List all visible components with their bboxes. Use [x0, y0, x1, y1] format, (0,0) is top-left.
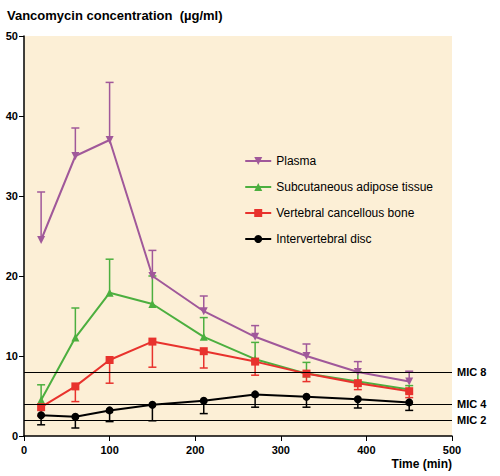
- svg-text:Vancomycin concentration (µg/: Vancomycin concentration (µg/ml): [7, 8, 223, 23]
- svg-text:Plasma: Plasma: [276, 154, 316, 168]
- svg-text:100: 100: [100, 444, 118, 456]
- svg-text:Intervertebral disc: Intervertebral disc: [276, 232, 371, 246]
- svg-text:500: 500: [443, 444, 461, 456]
- svg-text:40: 40: [6, 110, 18, 122]
- svg-text:300: 300: [272, 444, 290, 456]
- svg-text:Vertebral cancellous bone: Vertebral cancellous bone: [276, 206, 414, 220]
- svg-text:50: 50: [6, 30, 18, 42]
- svg-text:MIC 4: MIC 4: [457, 398, 487, 410]
- svg-text:0: 0: [21, 444, 27, 456]
- svg-text:Time (min): Time (min): [392, 457, 452, 471]
- svg-text:200: 200: [186, 444, 204, 456]
- svg-text:MIC 8: MIC 8: [457, 366, 486, 378]
- svg-text:10: 10: [6, 350, 18, 362]
- svg-text:MIC 2: MIC 2: [457, 414, 486, 426]
- svg-text:0: 0: [12, 430, 18, 442]
- svg-text:Subcutaneous adipose tissue: Subcutaneous adipose tissue: [276, 180, 433, 194]
- svg-text:20: 20: [6, 270, 18, 282]
- svg-text:30: 30: [6, 190, 18, 202]
- svg-text:400: 400: [357, 444, 375, 456]
